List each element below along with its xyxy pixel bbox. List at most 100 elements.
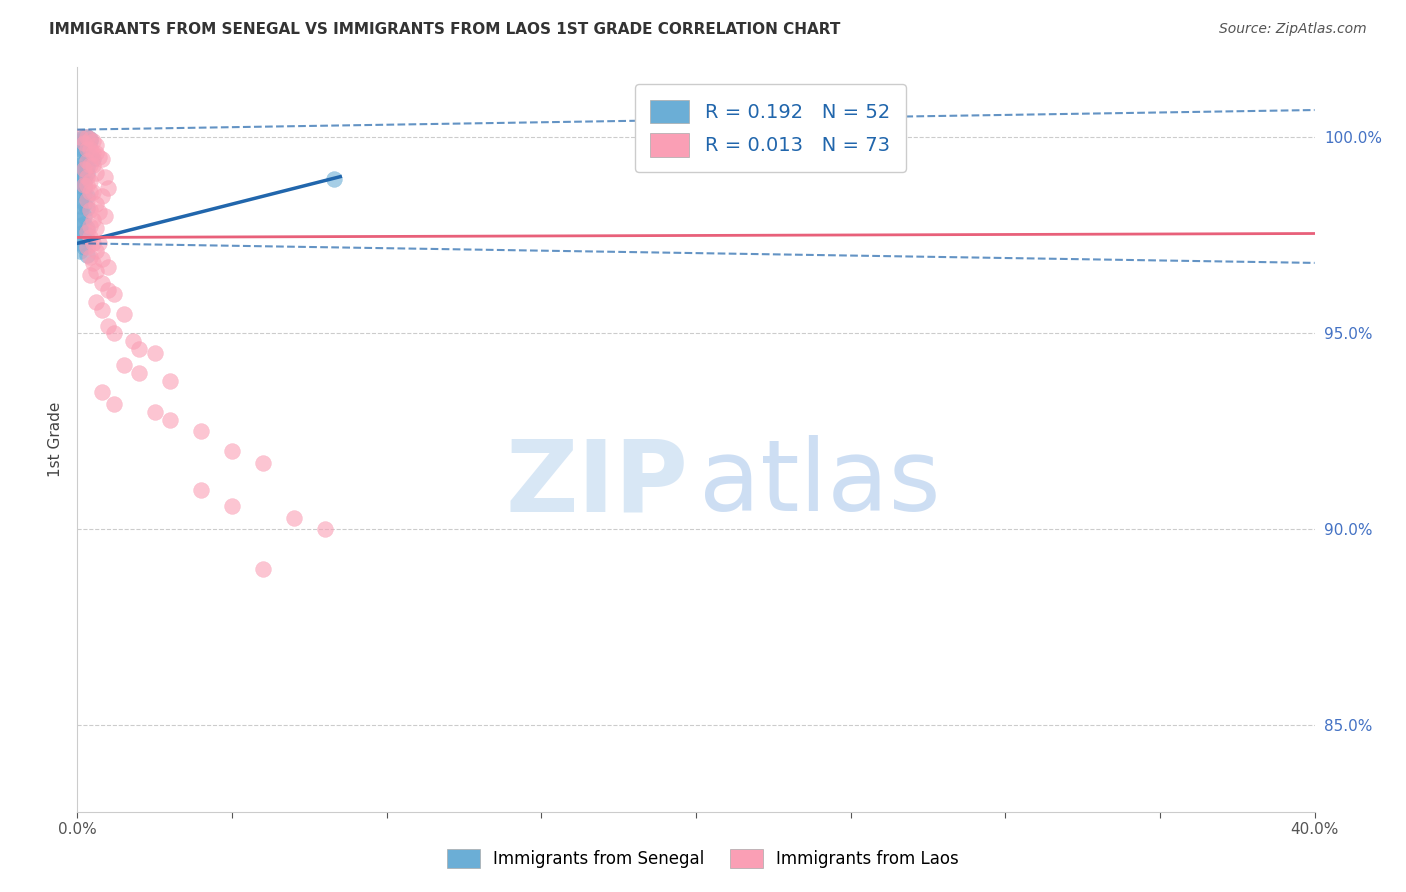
Point	[79, 250, 101, 264]
Point	[91, 152, 114, 166]
Point	[76, 240, 98, 254]
Point	[69, 142, 91, 156]
Point	[69, 212, 91, 227]
Text: Source: ZipAtlas.com: Source: ZipAtlas.com	[1219, 22, 1367, 37]
Point	[143, 405, 166, 419]
Point	[69, 161, 91, 176]
Point	[91, 385, 114, 400]
Point	[79, 268, 101, 282]
Point	[94, 209, 117, 223]
Point	[76, 189, 98, 203]
Text: IMMIGRANTS FROM SENEGAL VS IMMIGRANTS FROM LAOS 1ST GRADE CORRELATION CHART: IMMIGRANTS FROM SENEGAL VS IMMIGRANTS FR…	[49, 22, 841, 37]
Point	[103, 397, 125, 411]
Point	[159, 413, 181, 427]
Point	[122, 334, 145, 349]
Point	[84, 146, 107, 161]
Point	[72, 169, 94, 184]
Point	[72, 187, 94, 202]
Point	[72, 240, 94, 254]
Point	[283, 510, 305, 524]
Point	[79, 230, 101, 244]
Point	[128, 366, 150, 380]
Point	[76, 201, 98, 215]
Point	[76, 130, 98, 145]
Point	[91, 252, 114, 266]
Point	[79, 134, 101, 148]
Point	[76, 142, 98, 156]
Point	[84, 220, 107, 235]
Point	[69, 134, 91, 148]
Point	[76, 248, 98, 262]
Point	[79, 132, 101, 146]
Point	[72, 228, 94, 243]
Point	[76, 138, 98, 153]
Point	[323, 171, 346, 186]
Point	[76, 153, 98, 168]
Point	[76, 146, 98, 161]
Point	[72, 144, 94, 158]
Point	[69, 244, 91, 259]
Point	[91, 276, 114, 290]
Point	[97, 283, 120, 297]
Point	[72, 217, 94, 231]
Point	[79, 150, 101, 164]
Y-axis label: 1st Grade: 1st Grade	[48, 401, 63, 477]
Point	[159, 374, 181, 388]
Point	[72, 209, 94, 223]
Point	[87, 205, 110, 219]
Point	[69, 132, 91, 146]
Point	[69, 158, 91, 172]
Point	[69, 130, 91, 145]
Point	[103, 326, 125, 341]
Point	[87, 236, 110, 251]
Point	[252, 456, 274, 470]
Point	[76, 169, 98, 184]
Point	[76, 130, 98, 145]
Point	[76, 193, 98, 207]
Point	[79, 202, 101, 217]
Point	[84, 197, 107, 211]
Point	[91, 189, 114, 203]
Point	[103, 287, 125, 301]
Point	[72, 136, 94, 151]
Point	[69, 193, 91, 207]
Point	[72, 161, 94, 176]
Point	[69, 199, 91, 213]
Point	[314, 523, 336, 537]
Point	[79, 142, 101, 156]
Text: atlas: atlas	[699, 435, 941, 533]
Point	[69, 148, 91, 162]
Point	[221, 499, 243, 513]
Point	[72, 225, 94, 239]
Point	[190, 483, 212, 498]
Point	[82, 134, 104, 148]
Point	[69, 236, 91, 251]
Point	[84, 138, 107, 153]
Point	[190, 425, 212, 439]
Point	[849, 130, 872, 145]
Point	[69, 227, 91, 241]
Point	[128, 342, 150, 356]
Point	[76, 225, 98, 239]
Point	[112, 307, 135, 321]
Point	[72, 197, 94, 211]
Point	[72, 181, 94, 195]
Point	[72, 156, 94, 170]
Point	[72, 134, 94, 148]
Point	[69, 186, 91, 200]
Legend: R = 0.192   N = 52, R = 0.013   N = 73: R = 0.192 N = 52, R = 0.013 N = 73	[634, 84, 905, 172]
Point	[82, 186, 104, 200]
Point	[69, 169, 91, 184]
Point	[76, 178, 98, 192]
Point	[76, 220, 98, 235]
Point	[82, 212, 104, 227]
Point	[69, 219, 91, 233]
Point	[72, 130, 94, 145]
Point	[91, 302, 114, 317]
Point	[221, 444, 243, 458]
Point	[72, 136, 94, 151]
Point	[97, 260, 120, 274]
Point	[87, 150, 110, 164]
Point	[69, 163, 91, 178]
Point	[79, 173, 101, 187]
